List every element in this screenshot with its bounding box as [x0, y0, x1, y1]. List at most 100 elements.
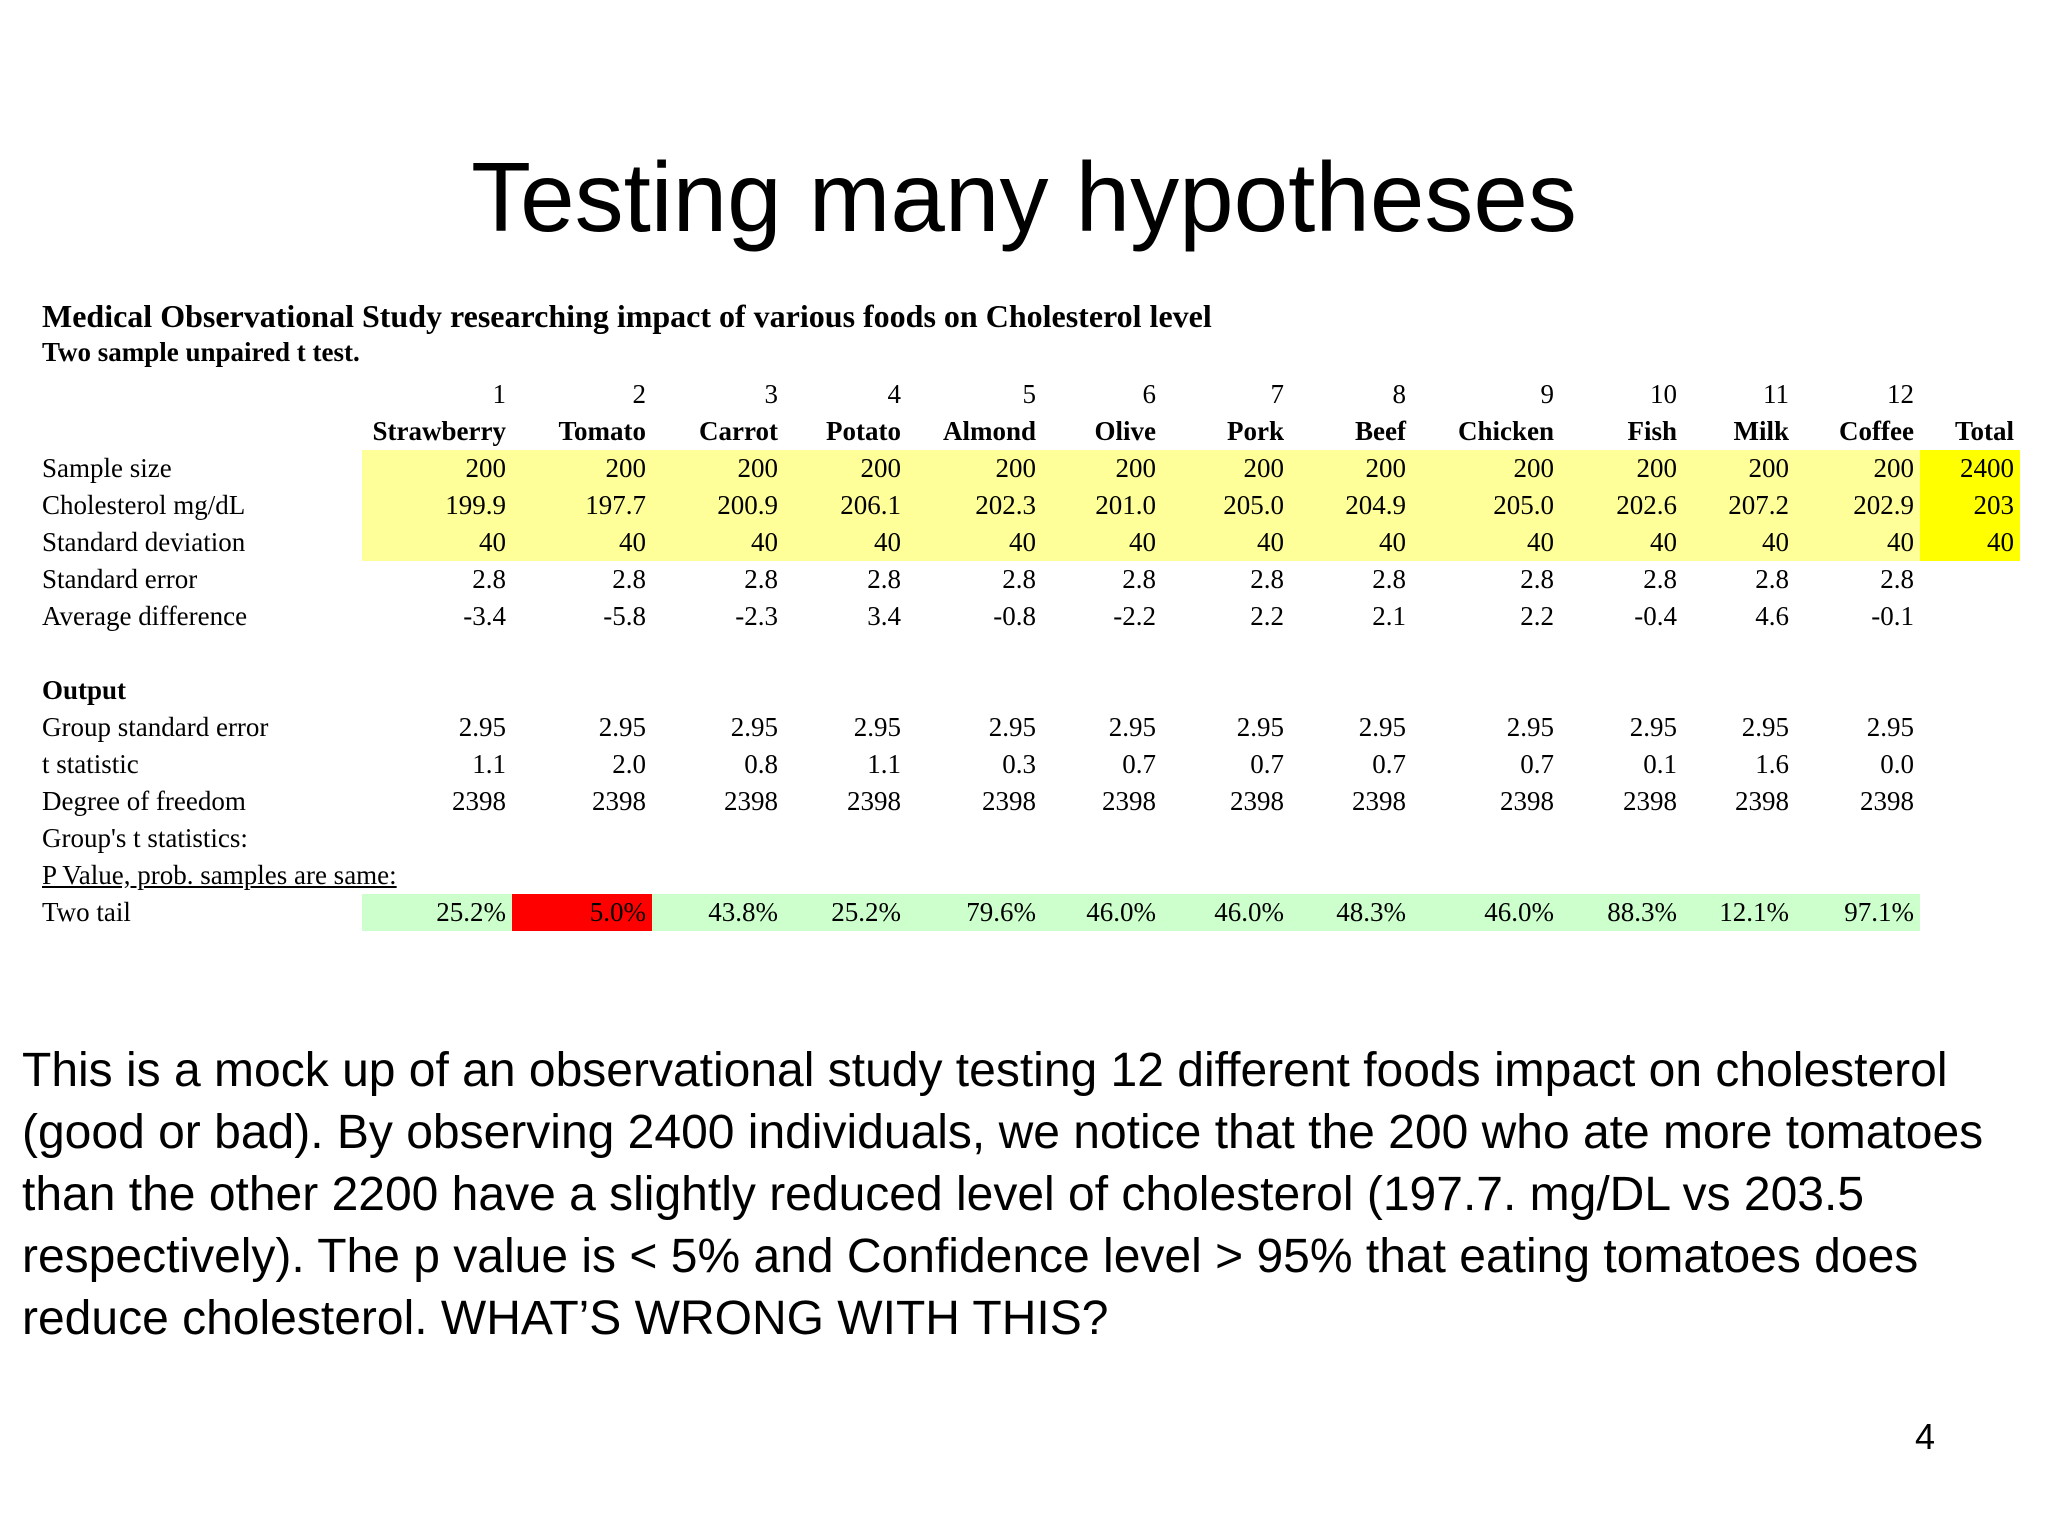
food-header: Tomato [558, 416, 646, 446]
table-cell: -3.4 [463, 601, 506, 631]
group-number: 12 [1887, 379, 1914, 409]
table-cell: 197.7 [512, 487, 652, 524]
table-cell: 0.7 [1372, 749, 1406, 779]
table-cell: 200 [362, 450, 512, 487]
table-cell: 1.1 [472, 749, 506, 779]
study-subtitle: Two sample unpaired t test. [42, 337, 360, 367]
group-number: 11 [1763, 379, 1789, 409]
group-number: 8 [1392, 379, 1407, 409]
table-cell: 0.7 [1250, 749, 1284, 779]
table-cell: 2.8 [1250, 564, 1284, 594]
study-spreadsheet: Medical Observational Study researching … [0, 290, 2048, 970]
table-cell: 40 [1683, 524, 1795, 561]
p-value-cell: 46.0% [1162, 894, 1290, 931]
table-cell: 2.95 [458, 712, 506, 742]
table-cell: 2.8 [1122, 564, 1156, 594]
table-cell: 200 [784, 450, 907, 487]
table-cell: 200 [1683, 450, 1795, 487]
row-label: Group standard error [42, 712, 269, 742]
row-label: Average difference [42, 601, 248, 631]
table-cell: 2.8 [612, 564, 646, 594]
table-cell: 201.0 [1042, 487, 1162, 524]
table-cell: 2398 [1230, 786, 1284, 816]
group-number: 10 [1650, 379, 1677, 409]
table-cell: 4.6 [1755, 601, 1789, 631]
total-cell: 40 [1920, 524, 2020, 561]
table-cell: 2.95 [1506, 712, 1554, 742]
p-value-cell: 88.3% [1560, 894, 1683, 931]
table-cell: 40 [652, 524, 784, 561]
table-cell: 206.1 [784, 487, 907, 524]
food-header: Beef [1355, 416, 1406, 446]
table-cell: 2.95 [1108, 712, 1156, 742]
table-cell: 2398 [1735, 786, 1789, 816]
table-cell: -2.3 [735, 601, 778, 631]
table-cell: 202.9 [1795, 487, 1920, 524]
table-cell: 0.8 [744, 749, 778, 779]
food-header: Potato [826, 416, 901, 446]
group-number: 2 [632, 379, 647, 409]
table-cell: 1.1 [867, 749, 901, 779]
table-cell: 205.0 [1162, 487, 1290, 524]
table-cell: 0.3 [1002, 749, 1036, 779]
table-cell: 2.2 [1520, 601, 1554, 631]
table-cell: 40 [1162, 524, 1290, 561]
row-label: t statistic [42, 749, 139, 779]
row-label: Standard deviation [42, 527, 246, 557]
table-cell: 205.0 [1412, 487, 1560, 524]
table-cell: 40 [1560, 524, 1683, 561]
table-cell: 200 [512, 450, 652, 487]
p-value-cell: 25.2% [784, 894, 907, 931]
output-label: Output [42, 675, 127, 705]
table-cell: 40 [362, 524, 512, 561]
table-cell: 0.7 [1520, 749, 1554, 779]
food-header: Strawberry [372, 416, 506, 446]
food-header: Milk [1733, 416, 1789, 446]
group-number: 9 [1540, 379, 1555, 409]
table-cell: 200.9 [652, 487, 784, 524]
table-cell: 40 [512, 524, 652, 561]
table-cell: 2.8 [1880, 564, 1914, 594]
table-cell: 2.95 [598, 712, 646, 742]
table-cell: 2.8 [867, 564, 901, 594]
row-label: Two tail [42, 897, 131, 927]
table-cell: 202.3 [907, 487, 1042, 524]
total-cell: 203 [1920, 487, 2020, 524]
table-cell: 2.95 [1236, 712, 1284, 742]
p-value-cell: 46.0% [1042, 894, 1162, 931]
table-cell: 2398 [982, 786, 1036, 816]
row-label: Degree of freedom [42, 786, 246, 816]
food-header: Pork [1227, 416, 1284, 446]
table-cell: 2.95 [853, 712, 901, 742]
group-number: 4 [887, 379, 902, 409]
total-header: Total [1954, 416, 2014, 446]
group-number: 5 [1022, 379, 1037, 409]
food-header: Carrot [699, 416, 778, 446]
table-cell: 2398 [724, 786, 778, 816]
table-cell: 2.95 [1629, 712, 1677, 742]
food-header: Almond [942, 416, 1036, 446]
table-cell: 2.8 [1643, 564, 1677, 594]
table-cell: 2.8 [1002, 564, 1036, 594]
table-cell: 207.2 [1683, 487, 1795, 524]
table-cell: 199.9 [362, 487, 512, 524]
table-cell: 2.0 [612, 749, 646, 779]
table-cell: 2.1 [1372, 601, 1406, 631]
p-value-cell: 97.1% [1795, 894, 1920, 931]
p-value-cell: 46.0% [1412, 894, 1560, 931]
p-value-cell: 43.8% [652, 894, 784, 931]
table-cell: 200 [1560, 450, 1683, 487]
group-t-label: Group's t statistics: [42, 823, 248, 853]
table-cell: 40 [1795, 524, 1920, 561]
table-cell: 202.6 [1560, 487, 1683, 524]
group-number: 3 [764, 379, 779, 409]
table-cell: 2398 [1352, 786, 1406, 816]
table-cell: 2398 [1500, 786, 1554, 816]
row-label: Cholesterol mg/dL [42, 490, 246, 520]
table-cell: 2.8 [1755, 564, 1789, 594]
table-cell: 2.8 [472, 564, 506, 594]
table-cell: 2.95 [1866, 712, 1914, 742]
slide-title: Testing many hypotheses [471, 141, 1577, 252]
table-cell: 204.9 [1290, 487, 1412, 524]
group-number: 7 [1270, 379, 1285, 409]
